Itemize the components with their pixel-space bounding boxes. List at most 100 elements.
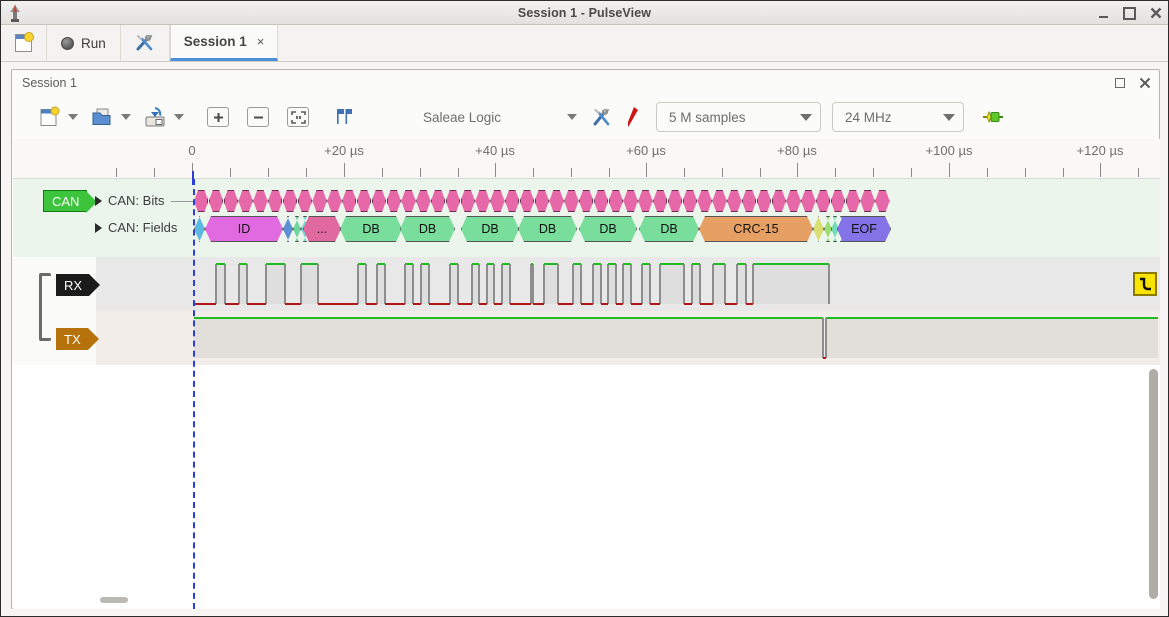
can-bit-annotation[interactable] (846, 190, 860, 212)
zoom-fit-button[interactable] (273, 100, 313, 134)
trace-view[interactable]: 0 +20 µs +40 µs +60 µs +80 µs +100 µs +120 µs … (13, 139, 1160, 609)
can-bit-annotation[interactable] (431, 190, 445, 212)
rx-lane[interactable] (96, 257, 1160, 311)
maximize-icon[interactable] (1123, 7, 1136, 20)
can-bit-annotation[interactable] (860, 190, 874, 212)
can-bit-annotation[interactable] (683, 190, 697, 212)
vertical-scrollbar[interactable] (1149, 369, 1158, 599)
can-bit-annotation[interactable] (387, 190, 401, 212)
new-session-button[interactable] (1, 25, 47, 61)
can-field-id[interactable]: ID (205, 216, 283, 242)
device-selector[interactable]: Saleae Logic (419, 102, 567, 132)
decoder-row-fields[interactable]: CAN: Fields (95, 220, 177, 235)
can-bit-annotation[interactable] (875, 190, 889, 212)
can-bit-annotation[interactable] (594, 190, 608, 212)
open-file-button[interactable] (87, 100, 117, 134)
can-bit-annotation[interactable] (697, 190, 711, 212)
can-bit-annotation[interactable] (757, 190, 771, 212)
can-bit-annotation[interactable] (490, 190, 504, 212)
can-bit-annotation[interactable] (475, 190, 489, 212)
device-selector-chevron-down-icon[interactable] (567, 114, 577, 120)
open-file-chevron-down-icon[interactable] (121, 114, 131, 120)
triangle-right-icon[interactable] (95, 195, 102, 206)
can-field-small[interactable] (283, 216, 293, 242)
can-field-db[interactable]: DB (639, 216, 699, 242)
can-bit-annotation[interactable] (623, 190, 637, 212)
can-bit-annotation[interactable] (520, 190, 534, 212)
can-bit-annotation[interactable] (283, 190, 297, 212)
falling-edge-trigger-icon[interactable] (1133, 272, 1157, 296)
can-bit-annotation[interactable] (609, 190, 623, 212)
can-field-[interactable]: ... (303, 216, 341, 242)
can-field-small[interactable] (293, 216, 301, 242)
can-bit-annotation[interactable] (401, 190, 415, 212)
can-bit-annotation[interactable] (742, 190, 756, 212)
can-field-db[interactable]: DB (400, 216, 455, 242)
tx-lane[interactable] (96, 311, 1160, 365)
zoom-in-button[interactable] (193, 100, 233, 134)
can-bit-annotation[interactable] (564, 190, 578, 212)
can-bit-annotation[interactable] (194, 190, 208, 212)
can-bit-annotation[interactable] (372, 190, 386, 212)
triangle-right-icon[interactable] (95, 222, 102, 233)
can-field-small[interactable] (194, 216, 205, 242)
show-cursors-button[interactable] (313, 100, 365, 134)
can-bit-annotation[interactable] (505, 190, 519, 212)
channel-pill-tx[interactable]: TX (56, 328, 99, 350)
device-config-button[interactable] (586, 100, 616, 134)
tab-close-icon[interactable]: × (256, 34, 265, 49)
can-bit-annotation[interactable] (416, 190, 430, 212)
sample-rate-selector[interactable]: 24 MHz (832, 102, 964, 132)
can-bit-annotation[interactable] (268, 190, 282, 212)
can-bit-annotation[interactable] (712, 190, 726, 212)
can-bit-annotation[interactable] (461, 190, 475, 212)
horizontal-scrollbar[interactable] (100, 597, 128, 603)
can-bits-annotations[interactable] (13, 190, 1160, 212)
new-view-button[interactable] (34, 100, 64, 134)
new-view-chevron-down-icon[interactable] (68, 114, 78, 120)
can-field-crc15[interactable]: CRC-15 (699, 216, 813, 242)
tab-session-1[interactable]: Session 1 × (169, 25, 279, 61)
sample-count-selector[interactable]: 5 M samples (656, 102, 821, 132)
dock-close-icon[interactable] (1139, 77, 1151, 89)
can-bit-annotation[interactable] (224, 190, 238, 212)
channel-pill-rx[interactable]: RX (56, 274, 101, 296)
can-bit-annotation[interactable] (786, 190, 800, 212)
close-icon[interactable] (1149, 7, 1162, 20)
can-bit-annotation[interactable] (579, 190, 593, 212)
can-field-eof[interactable]: EOF (837, 216, 891, 242)
can-bit-annotation[interactable] (342, 190, 356, 212)
can-bit-annotation[interactable] (253, 190, 267, 212)
can-field-db[interactable]: DB (518, 216, 577, 242)
can-fields-annotations[interactable]: ID... DB DB DB DB DB DB CRC-15 EOF (13, 216, 1160, 242)
decoder-group-pill-can[interactable]: CAN (43, 190, 99, 213)
can-bit-annotation[interactable] (831, 190, 845, 212)
can-bit-annotation[interactable] (638, 190, 652, 212)
can-bit-annotation[interactable] (549, 190, 563, 212)
can-bit-annotation[interactable] (312, 190, 326, 212)
run-button[interactable]: Run (47, 25, 121, 61)
can-field-small[interactable] (824, 216, 832, 242)
can-bit-annotation[interactable] (327, 190, 341, 212)
can-bit-annotation[interactable] (772, 190, 786, 212)
minimize-icon[interactable] (1097, 7, 1110, 20)
time-cursor-line[interactable] (193, 179, 195, 609)
can-bit-annotation[interactable] (535, 190, 549, 212)
can-field-db[interactable]: DB (340, 216, 402, 242)
can-bit-annotation[interactable] (653, 190, 667, 212)
zoom-out-button[interactable] (233, 100, 273, 134)
can-bit-annotation[interactable] (209, 190, 223, 212)
can-field-db[interactable]: DB (461, 216, 519, 242)
time-ruler[interactable]: 0 +20 µs +40 µs +60 µs +80 µs +100 µs +120 µs (13, 139, 1160, 179)
decoder-row-bits[interactable]: CAN: Bits (95, 193, 164, 208)
can-bit-annotation[interactable] (446, 190, 460, 212)
trigger-probe-button[interactable] (616, 100, 646, 134)
save-file-button[interactable] (140, 100, 170, 134)
can-field-small[interactable] (813, 216, 824, 242)
settings-button[interactable] (121, 25, 170, 61)
can-bit-annotation[interactable] (668, 190, 682, 212)
save-file-chevron-down-icon[interactable] (174, 114, 184, 120)
can-bit-annotation[interactable] (816, 190, 830, 212)
float-window-icon[interactable] (1115, 78, 1125, 88)
can-bit-annotation[interactable] (727, 190, 741, 212)
